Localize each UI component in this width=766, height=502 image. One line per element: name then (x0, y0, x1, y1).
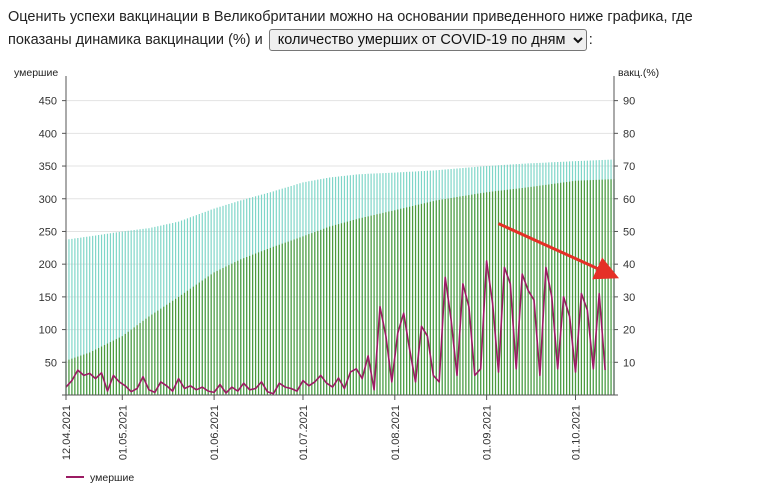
y-left-tick-label: 400 (39, 128, 57, 140)
y-left-tick-label: 50 (45, 357, 57, 369)
x-tick-label: 01.08.2021 (390, 405, 402, 460)
intro-paragraph: Оценить успехи вакцинации в Великобритан… (8, 6, 758, 52)
x-tick-label: 01.07.2021 (298, 405, 310, 460)
x-tick-label: 01.06.2021 (209, 405, 221, 460)
vacc-one-dose-bars (65, 159, 615, 395)
intro-text: Оценить успехи вакцинации в Великобритан… (8, 9, 693, 48)
y-right-tick-label: 80 (623, 128, 635, 140)
legend-label: умершие (90, 472, 134, 484)
y-left-tick-label: 350 (39, 161, 57, 173)
y-right-tick-label: 90 (623, 96, 635, 108)
y-left-tick-label: 300 (39, 194, 57, 206)
y-right-tick-label: 50 (623, 226, 635, 238)
y-right-tick-label: 10 (623, 357, 635, 369)
metric-select[interactable]: количество умерших от COVID-19 по дням (268, 29, 587, 51)
y-left-ticks: 50 100 150 200 250 300 350 400 450 (39, 96, 66, 369)
y-right-tick-label: 40 (623, 259, 635, 271)
y-left-title: умершие (14, 67, 58, 79)
y-right-tick-label: 70 (623, 161, 635, 173)
y-left-tick-label: 450 (39, 96, 57, 108)
axes (62, 76, 618, 396)
deaths-line (65, 260, 606, 395)
y-right-tick-label: 60 (623, 194, 635, 206)
y-left-tick-label: 100 (39, 325, 57, 337)
arrow-shaft (497, 222, 620, 280)
x-ticks: 12.04.2021 01.05.2021 01.06.2021 01.07.2021… (61, 395, 582, 460)
y-left-tick-label: 200 (39, 259, 57, 271)
legend: умершие (66, 472, 134, 484)
x-tick-label: 12.04.2021 (61, 405, 73, 460)
x-tick-label: 01.09.2021 (482, 405, 494, 460)
grid-lines (66, 100, 614, 363)
y-right-tick-label: 30 (623, 292, 635, 304)
y-right-ticks: 10 20 30 40 50 60 70 80 90 (614, 96, 635, 369)
intro-colon: : (588, 32, 593, 48)
y-right-tick-label: 20 (623, 325, 635, 337)
y-left-tick-label: 250 (39, 226, 57, 238)
trend-arrow (497, 222, 620, 280)
y-left-tick-label: 150 (39, 292, 57, 304)
y-right-title: вакц.(%) (618, 67, 659, 79)
vacc-full-bars (65, 179, 615, 395)
covid-chart: 50 100 150 200 250 300 350 400 450 10 20 30 40 50 60 7… (14, 67, 659, 484)
x-tick-label: 01.10.2021 (570, 405, 582, 460)
x-tick-label: 01.05.2021 (117, 405, 129, 460)
